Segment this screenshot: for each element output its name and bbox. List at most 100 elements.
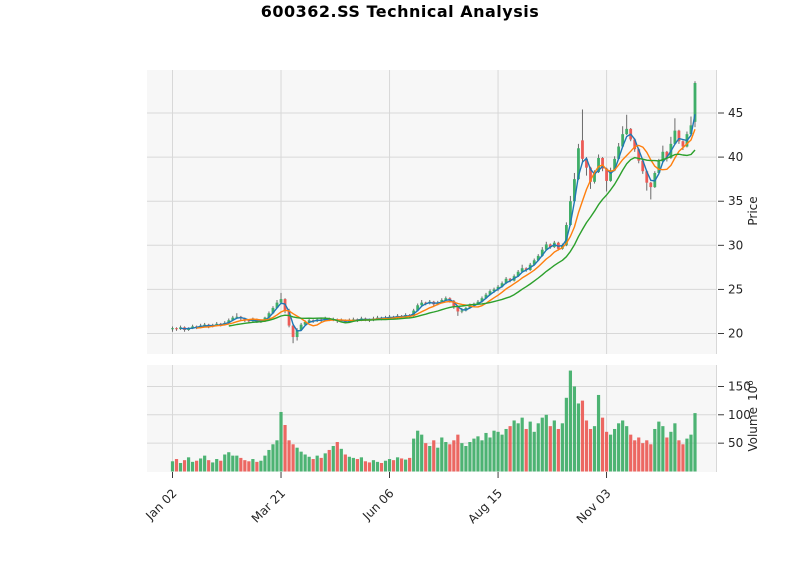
volume-bar bbox=[178, 462, 183, 472]
volume-bar bbox=[661, 426, 665, 472]
volume-bar bbox=[323, 453, 327, 472]
volume-bar bbox=[645, 440, 649, 472]
volume-bar bbox=[452, 440, 456, 472]
candle bbox=[275, 302, 279, 308]
volume-bar bbox=[383, 460, 388, 472]
candle bbox=[191, 326, 194, 329]
volume-bar bbox=[633, 440, 637, 472]
volume-bar bbox=[596, 394, 601, 472]
volume-bar bbox=[629, 434, 633, 472]
volume-bar bbox=[239, 457, 243, 472]
candle bbox=[597, 157, 600, 173]
volume-tick-label: 150 bbox=[728, 379, 751, 393]
candle bbox=[303, 322, 307, 325]
candle bbox=[500, 283, 504, 287]
volume-bar bbox=[243, 460, 247, 472]
candle bbox=[617, 146, 621, 159]
candle bbox=[536, 255, 540, 261]
volume-bar bbox=[387, 459, 392, 472]
candle bbox=[601, 157, 604, 169]
candle bbox=[540, 249, 544, 256]
candle bbox=[271, 307, 275, 314]
volume-bar bbox=[604, 431, 609, 472]
volume-bar bbox=[215, 459, 219, 472]
volume-bar bbox=[496, 431, 500, 472]
volume-bar bbox=[564, 397, 568, 472]
volume-bar bbox=[271, 444, 275, 472]
volume-bar bbox=[335, 442, 339, 472]
volume-bar bbox=[267, 449, 271, 472]
volume-bar bbox=[608, 434, 613, 472]
volume-bar bbox=[665, 437, 669, 472]
volume-bar bbox=[572, 386, 577, 472]
candle bbox=[456, 307, 460, 312]
volume-bar bbox=[211, 462, 215, 472]
price-tick-label: 40 bbox=[728, 150, 743, 164]
candle bbox=[231, 317, 235, 321]
candle bbox=[609, 170, 612, 181]
volume-tick-label: 100 bbox=[728, 408, 751, 422]
candle bbox=[548, 244, 552, 248]
candle bbox=[585, 158, 588, 168]
volume-bar bbox=[251, 459, 255, 472]
volume-bar bbox=[170, 461, 175, 472]
volume-bar bbox=[420, 434, 424, 472]
volume-bar bbox=[223, 454, 227, 472]
candle bbox=[175, 328, 178, 330]
volume-bar bbox=[641, 443, 645, 472]
volume-bar bbox=[359, 457, 364, 472]
volume-bar bbox=[259, 460, 263, 472]
candle bbox=[524, 268, 528, 270]
ma-mid-line bbox=[196, 129, 696, 329]
volume-bar bbox=[657, 421, 661, 472]
candle bbox=[452, 300, 456, 308]
volume-bar bbox=[520, 417, 524, 472]
volume-bar bbox=[560, 423, 564, 472]
volume-bar bbox=[331, 445, 335, 472]
volume-bar bbox=[681, 444, 685, 472]
volume-bar bbox=[295, 447, 299, 472]
volume-bar bbox=[199, 458, 203, 472]
volume-bar bbox=[568, 370, 573, 472]
volume-bar bbox=[408, 457, 412, 472]
volume-bar bbox=[617, 423, 621, 472]
candle bbox=[593, 172, 596, 182]
volume-bar bbox=[436, 447, 440, 472]
candle bbox=[649, 182, 653, 188]
candle bbox=[488, 291, 492, 295]
candle bbox=[508, 278, 512, 281]
candle bbox=[657, 161, 661, 173]
volume-bar bbox=[279, 411, 283, 472]
volume-bar bbox=[207, 460, 211, 472]
candle bbox=[444, 298, 448, 300]
volume-bar bbox=[283, 425, 287, 472]
volume-bar bbox=[588, 428, 593, 472]
tick-marks bbox=[172, 112, 724, 478]
price-tick-label: 20 bbox=[728, 327, 743, 341]
date-tick-label: Mar 21 bbox=[249, 486, 288, 525]
volume-bar bbox=[287, 440, 291, 472]
volume-bar bbox=[219, 460, 223, 472]
price-tick-label: 45 bbox=[728, 106, 743, 120]
volume-bar bbox=[508, 426, 512, 472]
volume-bar bbox=[395, 457, 400, 472]
volume-bar bbox=[440, 437, 444, 472]
candle bbox=[203, 324, 207, 326]
volume-bar bbox=[235, 455, 239, 472]
volume-bar bbox=[424, 443, 428, 472]
volume-bar bbox=[653, 428, 657, 472]
volume-bar bbox=[263, 455, 267, 472]
volume-bar bbox=[319, 457, 323, 472]
volume-bar bbox=[613, 428, 617, 472]
volume-bar bbox=[460, 443, 464, 472]
volume-bar bbox=[536, 423, 540, 472]
volume-bar bbox=[584, 420, 589, 472]
candle bbox=[291, 325, 295, 338]
volume-bar bbox=[182, 460, 187, 472]
volume-bar bbox=[339, 448, 343, 472]
candle bbox=[516, 271, 520, 277]
volume-bar bbox=[255, 461, 259, 472]
volume-bar bbox=[480, 440, 484, 472]
candle bbox=[440, 299, 444, 303]
